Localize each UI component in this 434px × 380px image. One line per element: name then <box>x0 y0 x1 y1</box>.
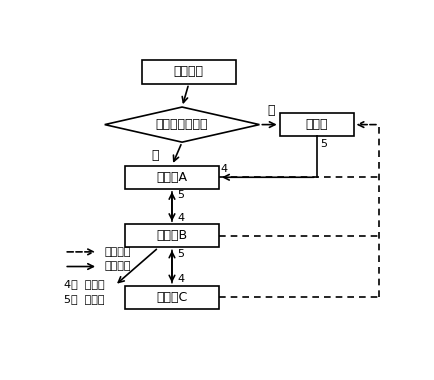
Text: 从设备C: 从设备C <box>156 291 187 304</box>
Text: 4: 4 <box>177 274 184 284</box>
Text: 上链口是否连接: 上链口是否连接 <box>156 118 208 131</box>
Text: 5：  下链口: 5： 下链口 <box>64 294 105 304</box>
Text: 4: 4 <box>221 164 228 174</box>
Text: 否: 否 <box>268 104 275 117</box>
Text: 5: 5 <box>320 139 327 149</box>
Bar <box>125 285 219 309</box>
Text: 是: 是 <box>151 149 159 163</box>
Text: 开始采集: 开始采集 <box>174 65 204 78</box>
Text: 从设备B: 从设备B <box>156 229 187 242</box>
Text: 4：  上链口: 4： 上链口 <box>64 279 105 289</box>
Text: 发送指令: 发送指令 <box>105 261 131 272</box>
Bar <box>142 60 236 84</box>
Text: 4: 4 <box>177 213 184 223</box>
Bar <box>125 166 219 189</box>
Text: 从设备A: 从设备A <box>157 171 187 184</box>
Text: 主设备: 主设备 <box>306 118 328 131</box>
Polygon shape <box>105 107 260 142</box>
Text: 5: 5 <box>177 249 184 259</box>
Text: 5: 5 <box>177 190 184 200</box>
Bar <box>279 113 354 136</box>
Text: 发送数据: 发送数据 <box>105 247 131 257</box>
Bar <box>125 224 219 247</box>
